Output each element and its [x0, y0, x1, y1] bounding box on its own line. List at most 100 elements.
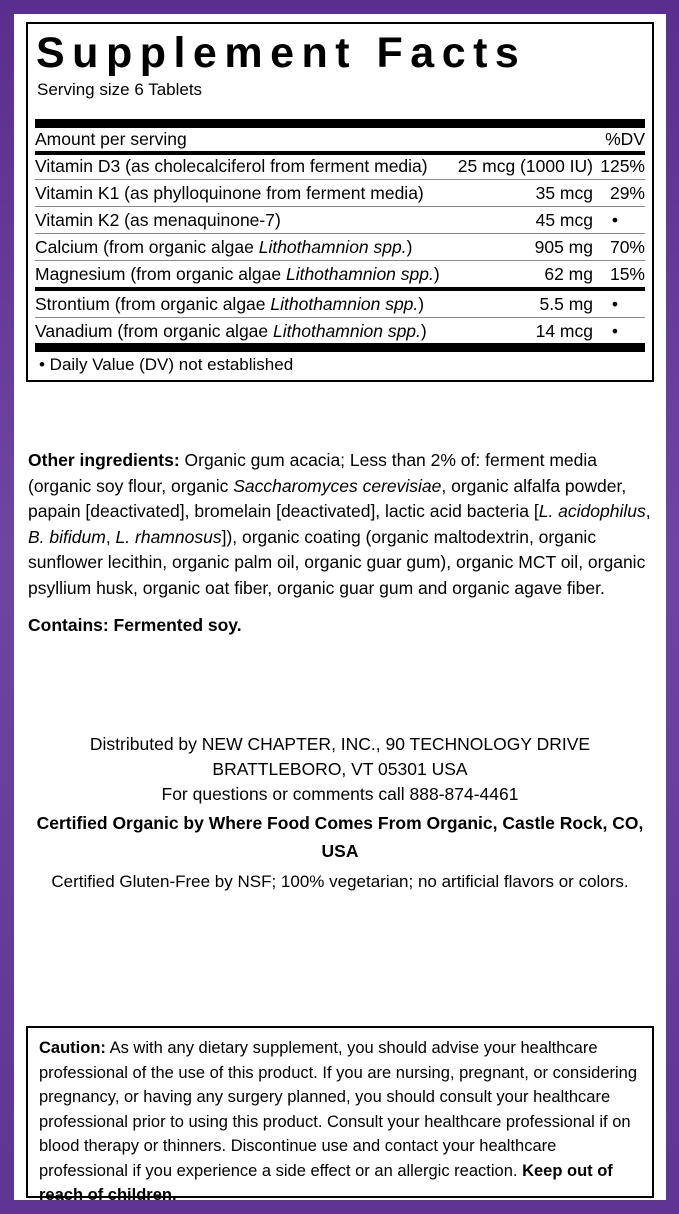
- row-divider-rule: [35, 232, 645, 236]
- customer-service-phone: For questions or comments call 888-874-4…: [161, 784, 519, 804]
- nutrient-source-tail: ): [406, 237, 413, 257]
- row-divider-rule: [35, 286, 645, 293]
- other-ingredients-label: Other ingredients:: [28, 450, 180, 470]
- other-ingredients-italic4: L. rhamnosus: [115, 526, 222, 547]
- nutrient-name-text: Vitamin D3: [35, 156, 121, 176]
- table-row: Vitamin D3 (as cholecalciferol from ferm…: [35, 155, 645, 178]
- distributor-line-1: Distributed by NEW CHAPTER, INC., 90 TEC…: [89, 734, 591, 754]
- table-row: Magnesium (from organic algae Lithothamn…: [35, 263, 645, 286]
- nutrient-source-italic: Lithothamnion spp.: [285, 264, 434, 284]
- row-divider: [35, 178, 645, 182]
- other-ingredients-part1: Organic gum acacia; Less than 2% of: fer…: [28, 450, 597, 496]
- caution-text: Caution: As with any dietary supplement,…: [39, 1036, 642, 1208]
- row-divider-rule: [35, 259, 645, 263]
- caution-body: As with any dietary supplement, you shou…: [39, 1039, 638, 1180]
- nutrient-name: Vitamin K1 (as phylloquinone from fermen…: [35, 182, 453, 205]
- nutrients-table-body: Amount per serving %DV: [35, 128, 645, 151]
- nutrient-source-text: (as menaquinone-7): [119, 210, 281, 230]
- other-ingredients-italic1: Saccharomyces cerevisiae: [233, 475, 442, 496]
- nutrient-amount: 905 mg: [534, 237, 593, 257]
- nutrient-amount: 25 mcg (1000 IU): [457, 156, 593, 176]
- row-divider: [35, 205, 645, 209]
- rule-group-divider: [35, 287, 645, 291]
- nutrient-daily-value: •: [611, 294, 619, 314]
- nutrient-source-tail: ): [418, 294, 425, 314]
- table-row: Vitamin K2 (as menaquinone-7) 45 mcg •: [35, 209, 645, 232]
- nutrient-amount: 35 mcg: [535, 183, 593, 203]
- nutrient-source-text: (from organic algae: [109, 294, 271, 314]
- other-ingredients-part5: ]), organic coating (organic maltodextri…: [28, 526, 646, 598]
- nutrient-name-text: Strontium: [35, 294, 110, 314]
- nutrient-name-text: Vanadium: [35, 321, 113, 341]
- other-ingredients-paragraph: Other ingredients: Organic gum acacia; L…: [28, 448, 652, 601]
- rule-top-thick: [35, 119, 645, 128]
- nutrient-source-text: (as cholecalciferol from ferment media): [120, 156, 428, 176]
- nutrient-daily-value: •: [611, 321, 619, 341]
- nutrients-rows-table: Vitamin D3 (as cholecalciferol from ferm…: [35, 155, 645, 343]
- row-divider: [35, 316, 645, 320]
- serving-size-text: Serving size 6 Tablets: [37, 80, 203, 99]
- nutrients-table: Amount per serving %DV: [35, 128, 645, 151]
- amount-per-serving-header: Amount per serving: [35, 129, 187, 149]
- nutrient-name: Vitamin K2 (as menaquinone-7): [35, 209, 453, 232]
- other-ingredients-part4: ,: [105, 526, 116, 547]
- nutrient-name-text: Vitamin K2: [35, 210, 120, 230]
- label-white-area: Supplement Facts Serving size 6 Tablets …: [14, 14, 666, 1204]
- nutrient-name-text: Vitamin K1: [35, 183, 120, 203]
- row-divider-rule: [35, 316, 645, 320]
- table-row: Vitamin K1 (as phylloquinone from fermen…: [35, 182, 645, 205]
- nutrient-source-text: (as phylloquinone from ferment media): [119, 183, 424, 203]
- other-ingredients-italic3: B. bifidum: [28, 526, 106, 547]
- gluten-free-statement: Certified Gluten-Free by NSF; 100% veget…: [51, 872, 629, 891]
- nutrient-source-text: (from organic algae: [98, 237, 259, 257]
- nutrient-source-text: (from organic algae: [125, 264, 286, 284]
- caution-box: Caution: As with any dietary supplement,…: [26, 1026, 654, 1204]
- row-divider: [35, 286, 645, 293]
- rule-row-divider: [35, 206, 645, 207]
- nutrient-source-tail: ): [433, 264, 440, 284]
- other-ingredients-italic2: L. acidophilus: [538, 501, 646, 521]
- nutrient-amount: 5.5 mg: [539, 294, 594, 314]
- rule-row-divider: [35, 317, 645, 318]
- nutrient-name: Strontium (from organic algae Lithothamn…: [35, 293, 453, 316]
- nutrient-name-text: Magnesium: [35, 264, 126, 284]
- nutrient-name: Vitamin D3 (as cholecalciferol from ferm…: [35, 155, 453, 178]
- nutrient-source-italic: Lithothamnion spp.: [273, 321, 421, 341]
- nutrient-name: Vanadium (from organic algae Lithothamni…: [35, 320, 453, 343]
- caution-label: Caution:: [39, 1039, 106, 1057]
- table-row: Vanadium (from organic algae Lithothamni…: [35, 320, 645, 343]
- other-ingredients-part2: , organic alfalfa powder, papain [deacti…: [28, 475, 627, 522]
- contains-allergen-statement: Contains: Fermented soy.: [28, 615, 242, 635]
- page-title: Supplement Facts: [36, 29, 527, 77]
- distributor-section: Distributed by NEW CHAPTER, INC., 90 TEC…: [28, 732, 652, 895]
- rule-under-header: [35, 151, 645, 155]
- nutrient-source-text: (from organic algae: [112, 321, 274, 341]
- nutrient-amount: 45 mcg: [535, 210, 593, 230]
- nutrient-amount: 14 mcg: [535, 321, 593, 341]
- rule-row-divider: [35, 179, 645, 180]
- keep-out-of-reach-statement: Keep out of reach of children.: [39, 1161, 613, 1205]
- nutrient-daily-value: •: [611, 210, 619, 230]
- certified-organic-statement: Certified Organic by Where Food Comes Fr…: [36, 813, 644, 861]
- row-divider-rule: [35, 178, 645, 182]
- nutrient-source-italic: Lithothamnion spp.: [270, 294, 419, 314]
- rule-row-divider: [35, 260, 645, 261]
- nutrient-name-text: Calcium: [35, 237, 99, 257]
- nutrient-source-italic: Lithothamnion spp.: [258, 237, 407, 257]
- nutrient-daily-value: 15%: [609, 264, 645, 284]
- rule-above-footnote: [35, 343, 645, 352]
- other-ingredients-part3: ,: [645, 501, 651, 521]
- daily-value-header: %DV: [605, 129, 645, 149]
- distributor-line-2: BRATTLEBORO, VT 05301 USA: [212, 759, 468, 779]
- supplement-facts-panel: Supplement Facts Serving size 6 Tablets …: [26, 22, 654, 382]
- nutrient-daily-value: 70%: [609, 237, 645, 257]
- daily-value-footnote: • Daily Value (DV) not established: [39, 355, 294, 374]
- row-divider: [35, 259, 645, 263]
- ingredients-section: Other ingredients: Organic gum acacia; L…: [28, 448, 652, 638]
- table-row: Strontium (from organic algae Lithothamn…: [35, 293, 645, 316]
- rule-row-divider: [35, 233, 645, 234]
- nutrient-name: Magnesium (from organic algae Lithothamn…: [35, 263, 453, 286]
- nutrient-daily-value: 125%: [600, 156, 645, 176]
- nutrient-amount: 62 mg: [544, 264, 593, 284]
